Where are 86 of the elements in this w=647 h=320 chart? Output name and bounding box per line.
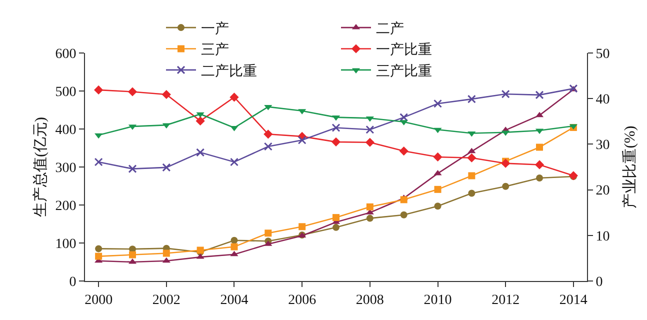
y-tick-label: 200 bbox=[55, 198, 76, 214]
legend-label: 三产 bbox=[201, 42, 229, 58]
legend-label: 三产比重 bbox=[376, 63, 432, 80]
y2-tick-label: 10 bbox=[596, 229, 610, 244]
x-tick-label: 2002 bbox=[152, 292, 180, 308]
point bbox=[501, 90, 510, 98]
y-tick-label: 300 bbox=[55, 160, 76, 176]
point bbox=[535, 90, 544, 100]
point bbox=[366, 214, 374, 222]
point bbox=[434, 186, 442, 193]
x-tick-label: 2006 bbox=[288, 292, 316, 308]
point bbox=[332, 214, 340, 222]
point bbox=[365, 138, 374, 147]
point bbox=[366, 116, 374, 122]
point bbox=[400, 196, 408, 204]
point bbox=[502, 182, 510, 190]
point bbox=[434, 202, 442, 210]
point bbox=[467, 94, 476, 104]
y2-tick-label: 40 bbox=[596, 92, 610, 108]
point bbox=[434, 170, 442, 176]
point bbox=[128, 251, 136, 258]
y-tick-label: 400 bbox=[55, 122, 76, 138]
point bbox=[230, 243, 238, 250]
y2-tick-label: 50 bbox=[596, 46, 610, 62]
point bbox=[433, 152, 442, 162]
point bbox=[230, 92, 239, 102]
point bbox=[434, 99, 442, 108]
point bbox=[501, 158, 510, 168]
point bbox=[230, 236, 238, 244]
point bbox=[128, 164, 137, 174]
x-tick-label: 2008 bbox=[356, 292, 384, 308]
legend-label: 二产 bbox=[376, 21, 404, 38]
point bbox=[332, 224, 340, 231]
y2-tick-label: 20 bbox=[596, 184, 610, 199]
legend-label: 二产比重 bbox=[201, 63, 257, 80]
point bbox=[230, 250, 238, 256]
y2-tick-label: 30 bbox=[596, 138, 610, 154]
point bbox=[534, 160, 544, 170]
point bbox=[128, 87, 138, 96]
x-tick-label: 2000 bbox=[84, 292, 113, 308]
point bbox=[467, 153, 476, 162]
point bbox=[162, 250, 170, 257]
y-tick-label: 100 bbox=[55, 236, 76, 252]
point bbox=[162, 257, 170, 263]
x-tick-label: 2012 bbox=[492, 292, 520, 308]
x-tick-label: 2014 bbox=[559, 292, 588, 308]
point bbox=[264, 130, 273, 139]
x-tick-label: 2010 bbox=[424, 292, 452, 308]
point bbox=[95, 252, 102, 260]
point bbox=[366, 203, 374, 210]
x-tick-label: 2004 bbox=[220, 292, 248, 308]
legend-label: 一产比重 bbox=[376, 42, 432, 58]
point bbox=[468, 190, 476, 197]
point bbox=[162, 123, 170, 129]
point bbox=[331, 137, 341, 146]
point bbox=[434, 128, 442, 134]
point bbox=[400, 113, 408, 122]
y-tick-label: 600 bbox=[55, 46, 76, 62]
y2-tick-label: 0 bbox=[596, 274, 603, 290]
point bbox=[94, 133, 103, 139]
point bbox=[264, 142, 272, 151]
point bbox=[298, 136, 306, 144]
y-axis-title: 生产总值(亿元) bbox=[32, 117, 49, 217]
point bbox=[196, 116, 205, 126]
point bbox=[95, 245, 102, 252]
point bbox=[196, 148, 205, 157]
point bbox=[298, 223, 306, 230]
point bbox=[399, 146, 408, 156]
point bbox=[94, 158, 103, 166]
point bbox=[332, 124, 340, 132]
point bbox=[366, 125, 374, 134]
point bbox=[264, 230, 272, 237]
legend-label: 一产 bbox=[201, 21, 229, 38]
point bbox=[162, 90, 171, 100]
point bbox=[94, 85, 104, 94]
point bbox=[400, 211, 408, 218]
point bbox=[536, 144, 544, 151]
y2-axis-title: 产业比重(%) bbox=[622, 126, 638, 208]
point bbox=[196, 112, 204, 118]
point bbox=[536, 174, 544, 182]
point bbox=[468, 148, 476, 154]
point bbox=[230, 158, 238, 166]
point bbox=[162, 163, 171, 172]
point bbox=[468, 172, 476, 180]
y-tick-label: 0 bbox=[69, 274, 76, 290]
y-tick-label: 500 bbox=[55, 84, 76, 100]
